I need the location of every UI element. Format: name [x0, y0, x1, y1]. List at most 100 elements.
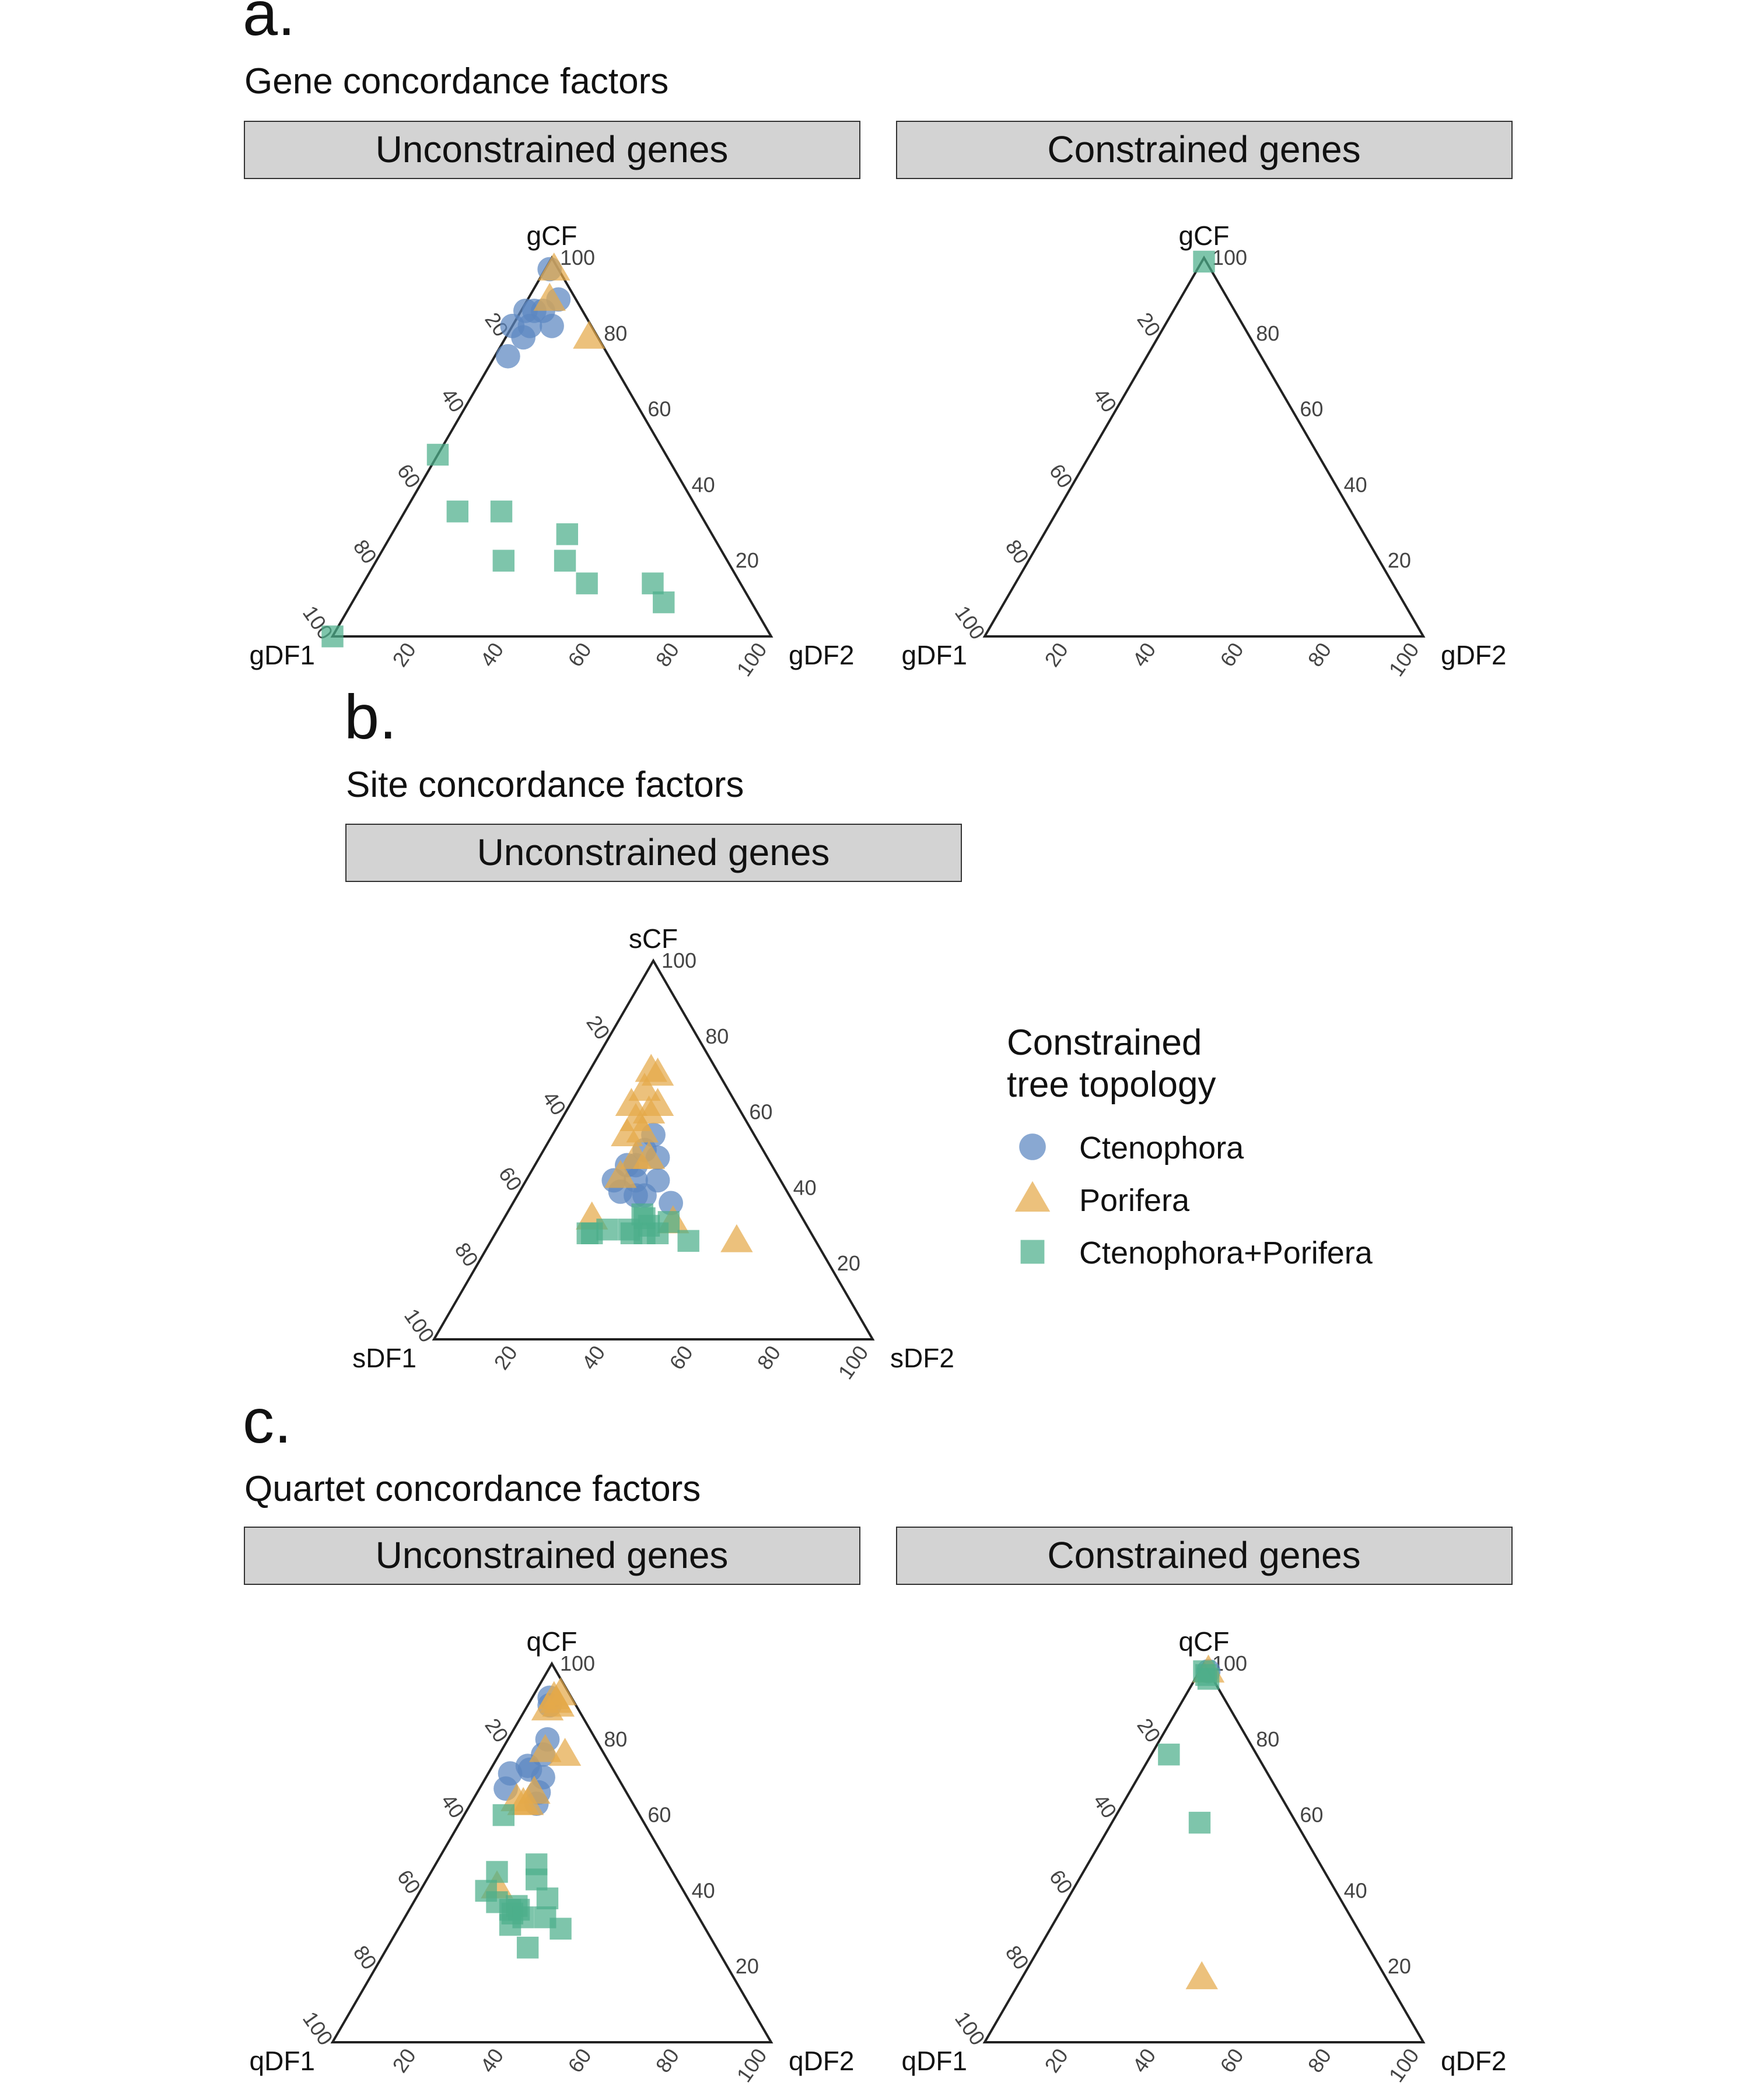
legend-key-porifera	[1014, 1181, 1051, 1212]
tick-label-top-axis: 60	[749, 1100, 772, 1124]
legend-item-ctenophora_porifera: Ctenophora+Porifera	[1020, 1236, 1373, 1270]
legend-item-porifera: Porifera	[1014, 1181, 1190, 1218]
legend-items: Ctenophora Porifera Ctenophora+Porifera	[1014, 1130, 1373, 1270]
axis-label-top: sCF	[629, 923, 678, 954]
axis-label-left: gDF1	[250, 640, 315, 670]
tick-label-bottom-axis: 40	[1128, 2044, 1161, 2077]
point-ctenophora_porifera	[516, 1937, 539, 1959]
point-ctenophora	[632, 1183, 657, 1208]
legend-label: Ctenophora	[1079, 1130, 1244, 1166]
point-ctenophora_porifera	[321, 625, 344, 648]
point-porifera	[604, 1160, 637, 1188]
tick-label-left-axis: 20	[1132, 308, 1166, 341]
tick-label-top-axis: 60	[1300, 397, 1323, 421]
section-c-letter: c.	[243, 1385, 292, 1456]
point-ctenophora_porifera	[490, 501, 513, 523]
tick-label-bottom-axis: 100	[1384, 638, 1424, 681]
point-ctenophora	[500, 313, 525, 338]
point-ctenophora_porifera	[550, 1917, 572, 1940]
point-ctenophora_porifera	[620, 1222, 643, 1244]
tick-label-left-axis: 60	[494, 1163, 527, 1195]
section-b-letter: b.	[344, 681, 397, 752]
axis-label-left: qDF1	[250, 2046, 315, 2076]
tick-label-bottom-axis: 40	[475, 2044, 509, 2077]
strip-b-unconstrained: Unconstrained genes	[345, 824, 962, 882]
axis-label-top: qCF	[1179, 1626, 1230, 1657]
point-ctenophora_porifera	[576, 572, 598, 594]
strip-c-unconstrained: Unconstrained genes	[244, 1527, 860, 1585]
ternary-frame	[432, 958, 875, 1340]
point-ctenophora_porifera	[554, 550, 576, 572]
tick-label-left-axis: 60	[1045, 1866, 1078, 1898]
legend-key-ctenophora_porifera	[1020, 1240, 1045, 1264]
strip-label: Constrained genes	[1047, 128, 1360, 170]
point-ctenophora	[517, 1757, 542, 1782]
tick-label-top-axis: 20	[837, 1251, 860, 1275]
tick-label-bottom-axis: 80	[1303, 638, 1336, 671]
tick-label-top-axis: 80	[1256, 321, 1279, 345]
ternary-frame	[330, 1661, 774, 2043]
tick-label-left-axis: 80	[349, 1941, 382, 1973]
tick-label-left-axis: 40	[436, 1790, 470, 1822]
ternary-plot-b-unconstrained: sCF sDF1 sDF2 20 20 20 40 40 40 60 60 60 80 80 80 100 10…	[352, 923, 954, 1384]
tick-label-left-axis: 60	[393, 460, 426, 492]
point-ctenophora_porifera	[492, 550, 514, 572]
tick-label-left-axis: 40	[538, 1087, 571, 1119]
strip-a-unconstrained: Unconstrained genes	[244, 121, 860, 179]
axis-label-left: sDF1	[352, 1343, 416, 1373]
tick-label-left-axis: 60	[1045, 460, 1078, 492]
strip-a-constrained: Constrained genes	[896, 121, 1513, 179]
tick-label-bottom-axis: 20	[387, 638, 421, 671]
tick-label-top-axis: 80	[604, 321, 627, 345]
tick-label-bottom-axis: 100	[732, 2044, 772, 2087]
tick-label-left-axis: 20	[582, 1011, 615, 1044]
tick-label-bottom-axis: 40	[1128, 638, 1161, 671]
axis-label-top: gCF	[1179, 220, 1230, 251]
tick-label-left-axis: 80	[1001, 535, 1034, 568]
tick-label-left-axis: 40	[1088, 384, 1122, 416]
tick-label-bottom-axis: 100	[834, 1341, 873, 1384]
point-ctenophora_porifera	[536, 1887, 559, 1910]
point-porifera	[531, 1692, 564, 1721]
section-a-title: Gene concordance factors	[244, 61, 668, 102]
point-porifera	[533, 282, 566, 311]
tick-label-bottom-axis: 20	[489, 1341, 522, 1374]
tick-label-top-axis: 20	[1388, 548, 1411, 572]
tick-label-top-axis: 40	[692, 473, 715, 496]
point-porifera	[632, 1140, 666, 1169]
point-porifera	[538, 252, 570, 281]
tick-label-bottom-axis: 40	[475, 638, 509, 671]
point-porifera	[641, 1087, 674, 1116]
tick-label-bottom-axis: 80	[752, 1341, 786, 1374]
tick-label-left-axis: 40	[436, 384, 470, 416]
legend-title-line1: Constrained	[1007, 1023, 1202, 1063]
tick-label-top-axis: 60	[648, 1803, 671, 1827]
tick-label-top-axis: 100	[1212, 246, 1247, 270]
axis-label-right: gDF2	[1441, 640, 1506, 670]
tick-label-left-axis: 80	[1001, 1941, 1034, 1973]
point-ctenophora_porifera	[1193, 250, 1215, 273]
point-ctenophora_porifera	[653, 591, 675, 614]
point-ctenophora_porifera	[499, 1914, 522, 1936]
tick-label-bottom-axis: 60	[664, 1341, 698, 1374]
section-a-letter: a.	[243, 0, 295, 48]
point-porifera	[628, 1073, 661, 1101]
axis-label-right: sDF2	[890, 1343, 954, 1373]
tick-label-left-axis: 80	[450, 1238, 484, 1270]
ternary-frame	[982, 1661, 1426, 2043]
ternary-frame	[982, 256, 1426, 638]
legend-item-ctenophora: Ctenophora	[1019, 1130, 1244, 1166]
legend-label: Ctenophora+Porifera	[1079, 1236, 1373, 1270]
legend: Constrained tree topology Ctenophora Pori…	[1007, 1023, 1373, 1270]
tick-label-top-axis: 60	[1300, 1803, 1323, 1827]
tick-label-bottom-axis: 100	[1384, 2044, 1424, 2087]
tick-label-top-axis: 40	[1344, 1878, 1367, 1902]
tick-label-top-axis: 80	[705, 1024, 729, 1048]
point-ctenophora_porifera	[446, 501, 469, 523]
legend-label: Porifera	[1079, 1183, 1190, 1218]
tick-label-bottom-axis: 60	[563, 2044, 596, 2077]
axis-label-right: qDF2	[1441, 2046, 1506, 2076]
strip-label: Unconstrained genes	[477, 831, 830, 873]
